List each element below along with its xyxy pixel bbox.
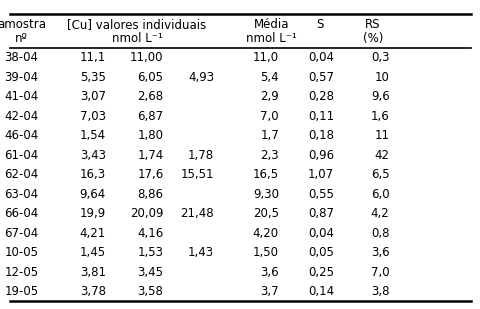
Text: 67-04: 67-04	[4, 226, 39, 239]
Text: 0,04: 0,04	[308, 226, 334, 239]
Text: 0,14: 0,14	[308, 285, 334, 298]
Text: 1,7: 1,7	[260, 129, 278, 142]
Text: 1,78: 1,78	[188, 149, 214, 162]
Text: 11: 11	[374, 129, 389, 142]
Text: 9,30: 9,30	[252, 188, 278, 201]
Text: 42-04: 42-04	[4, 110, 39, 123]
Text: 11,1: 11,1	[79, 51, 106, 64]
Text: 3,6: 3,6	[260, 265, 278, 278]
Text: 38-04: 38-04	[5, 51, 38, 64]
Text: 0,05: 0,05	[308, 246, 334, 259]
Text: 12-05: 12-05	[5, 265, 38, 278]
Text: 41-04: 41-04	[4, 90, 39, 103]
Text: 0,87: 0,87	[308, 207, 334, 220]
Text: 1,07: 1,07	[308, 168, 334, 181]
Text: 2,9: 2,9	[260, 90, 278, 103]
Text: 15,51: 15,51	[180, 168, 214, 181]
Text: 1,80: 1,80	[137, 129, 163, 142]
Text: 6,05: 6,05	[137, 71, 163, 84]
Text: 3,7: 3,7	[260, 285, 278, 298]
Text: 1,74: 1,74	[137, 149, 163, 162]
Text: 5,35: 5,35	[80, 71, 106, 84]
Text: 3,6: 3,6	[370, 246, 389, 259]
Text: nmol L⁻¹: nmol L⁻¹	[111, 32, 162, 45]
Text: 19-05: 19-05	[5, 285, 38, 298]
Text: 63-04: 63-04	[5, 188, 38, 201]
Text: 1,45: 1,45	[80, 246, 106, 259]
Text: 9,64: 9,64	[79, 188, 106, 201]
Text: 39-04: 39-04	[5, 71, 38, 84]
Text: 16,3: 16,3	[80, 168, 106, 181]
Text: 4,16: 4,16	[137, 226, 163, 239]
Text: 20,5: 20,5	[252, 207, 278, 220]
Text: 3,81: 3,81	[80, 265, 106, 278]
Text: 11,0: 11,0	[252, 51, 278, 64]
Text: 1,53: 1,53	[137, 246, 163, 259]
Text: 10: 10	[374, 71, 389, 84]
Text: 5,4: 5,4	[260, 71, 278, 84]
Text: 4,21: 4,21	[79, 226, 106, 239]
Text: 6,5: 6,5	[370, 168, 389, 181]
Text: [Cu] valores individuais: [Cu] valores individuais	[67, 18, 206, 31]
Text: 0,57: 0,57	[308, 71, 334, 84]
Text: 6,0: 6,0	[370, 188, 389, 201]
Text: 1,50: 1,50	[252, 246, 278, 259]
Text: nmol L⁻¹: nmol L⁻¹	[246, 32, 297, 45]
Text: 3,43: 3,43	[80, 149, 106, 162]
Text: 9,6: 9,6	[370, 90, 389, 103]
Text: 0,04: 0,04	[308, 51, 334, 64]
Text: 17,6: 17,6	[137, 168, 163, 181]
Text: 4,93: 4,93	[188, 71, 214, 84]
Text: 0,3: 0,3	[371, 51, 389, 64]
Text: 7,03: 7,03	[80, 110, 106, 123]
Text: 1,54: 1,54	[80, 129, 106, 142]
Text: 10-05: 10-05	[5, 246, 38, 259]
Text: RS: RS	[364, 18, 380, 31]
Text: 61-04: 61-04	[4, 149, 39, 162]
Text: 1,43: 1,43	[188, 246, 214, 259]
Text: 62-04: 62-04	[4, 168, 39, 181]
Text: 0,25: 0,25	[308, 265, 334, 278]
Text: 0,11: 0,11	[308, 110, 334, 123]
Text: 3,58: 3,58	[137, 285, 163, 298]
Text: 3,45: 3,45	[137, 265, 163, 278]
Text: 0,18: 0,18	[308, 129, 334, 142]
Text: 2,68: 2,68	[137, 90, 163, 103]
Text: 7,0: 7,0	[370, 265, 389, 278]
Text: Média: Média	[253, 18, 289, 31]
Text: 1,6: 1,6	[370, 110, 389, 123]
Text: 66-04: 66-04	[4, 207, 39, 220]
Text: 3,78: 3,78	[80, 285, 106, 298]
Text: 16,5: 16,5	[252, 168, 278, 181]
Text: 0,28: 0,28	[308, 90, 334, 103]
Text: 4,20: 4,20	[252, 226, 278, 239]
Text: 20,09: 20,09	[130, 207, 163, 220]
Text: 0,55: 0,55	[308, 188, 334, 201]
Text: S: S	[315, 18, 323, 31]
Text: (%): (%)	[362, 32, 382, 45]
Text: 7,0: 7,0	[260, 110, 278, 123]
Text: 42: 42	[374, 149, 389, 162]
Text: 4,2: 4,2	[370, 207, 389, 220]
Text: 21,48: 21,48	[180, 207, 214, 220]
Text: 19,9: 19,9	[79, 207, 106, 220]
Text: 8,86: 8,86	[137, 188, 163, 201]
Text: 46-04: 46-04	[4, 129, 39, 142]
Text: 2,3: 2,3	[260, 149, 278, 162]
Text: 3,8: 3,8	[371, 285, 389, 298]
Text: amostra: amostra	[0, 18, 46, 31]
Text: 6,87: 6,87	[137, 110, 163, 123]
Text: 11,00: 11,00	[130, 51, 163, 64]
Text: 0,96: 0,96	[308, 149, 334, 162]
Text: 3,07: 3,07	[80, 90, 106, 103]
Text: 0,8: 0,8	[371, 226, 389, 239]
Text: nº: nº	[15, 32, 28, 45]
